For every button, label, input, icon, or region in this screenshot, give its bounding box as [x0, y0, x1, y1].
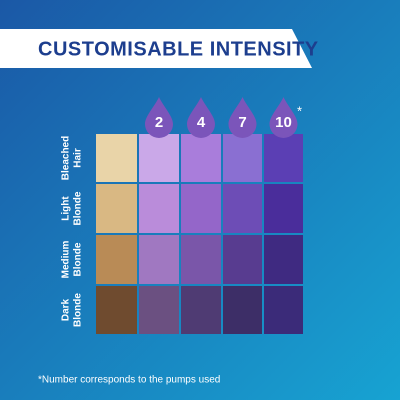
swatch-grid	[96, 134, 303, 334]
hair-swatch	[139, 184, 179, 233]
asterisk: *	[297, 103, 302, 118]
hair-swatch	[139, 134, 179, 182]
row-label: Blonde	[73, 191, 84, 225]
hair-swatch	[181, 184, 221, 233]
pump-number: 7	[238, 114, 246, 131]
row-label: Dark	[61, 298, 72, 321]
row-label: Light	[61, 196, 72, 221]
drop-icon	[187, 97, 215, 138]
footnote: *Number corresponds to the pumps used	[38, 375, 220, 386]
hair-swatch	[223, 286, 262, 334]
hair-swatch	[223, 235, 262, 284]
hair-swatch	[223, 184, 262, 233]
row-label: Blonde	[73, 242, 84, 276]
header-title: CUSTOMISABLE INTENSITY	[38, 38, 319, 60]
hair-swatch	[264, 184, 303, 233]
row-label: Blonde	[73, 293, 84, 327]
hair-swatch	[139, 286, 179, 334]
hair-swatch	[264, 235, 303, 284]
drop-icon	[269, 97, 298, 138]
hair-swatch	[223, 134, 262, 182]
hair-swatch	[139, 235, 179, 284]
hair-swatch	[96, 286, 137, 334]
pump-number: 4	[197, 114, 206, 131]
hair-swatch	[181, 286, 221, 334]
hair-swatch	[264, 134, 303, 182]
row-label: Hair	[73, 148, 84, 168]
header-banner	[0, 29, 312, 68]
pump-number: 10	[275, 114, 292, 131]
pump-number: 2	[155, 114, 163, 131]
hair-swatch	[96, 235, 137, 284]
hair-swatch	[96, 134, 137, 182]
hair-swatch	[181, 134, 221, 182]
drop-icon	[228, 97, 257, 138]
row-label: Medium	[61, 241, 72, 279]
hair-swatch	[181, 235, 221, 284]
hair-swatch	[96, 184, 137, 233]
row-label: Bleached	[61, 136, 72, 180]
drop-icon	[145, 97, 173, 138]
hair-swatch	[264, 286, 303, 334]
